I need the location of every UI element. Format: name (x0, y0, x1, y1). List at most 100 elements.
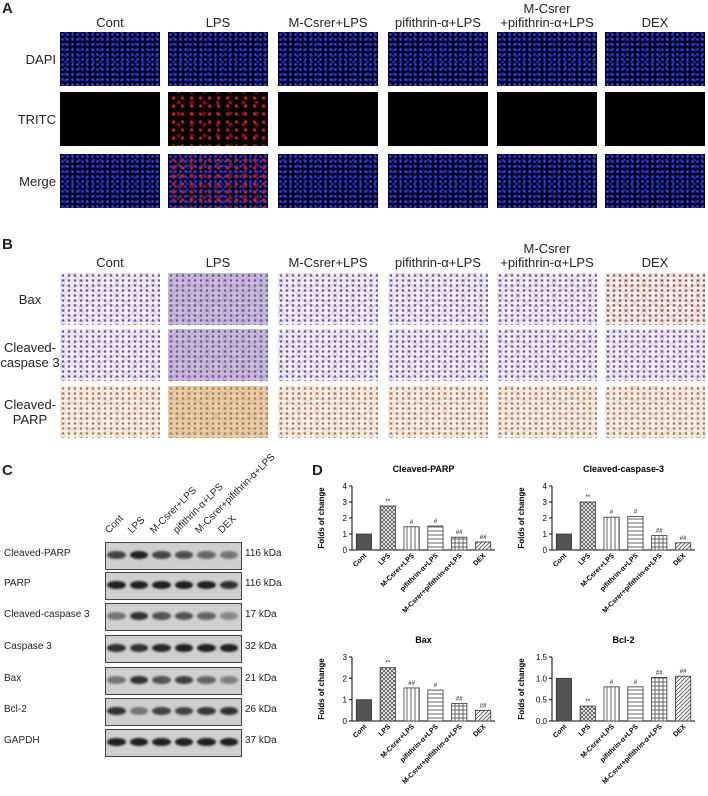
fluorescence-image (388, 154, 488, 208)
significance-mark: ** (385, 499, 390, 505)
blot-strip (105, 635, 242, 663)
blot-band (174, 644, 193, 652)
blot-band (129, 676, 148, 684)
blot-size: 32 kDa (245, 641, 277, 652)
blot-band (152, 581, 171, 589)
lane-label: LPS (125, 514, 147, 536)
x-tick-label: Cont (352, 723, 369, 740)
row-label: Cleaved- caspase 3 (0, 340, 60, 370)
blot-size: 116 kDa (245, 548, 282, 559)
blot-strip (105, 667, 242, 695)
fluorescence-image (605, 92, 705, 146)
row-label: DAPI (25, 51, 56, 67)
blot-size: 26 kDa (245, 704, 277, 715)
significance-mark: ## (680, 669, 687, 675)
histology-image (60, 273, 160, 325)
y-axis-label: Folds of change (517, 658, 526, 720)
histology-image (168, 386, 268, 438)
x-tick-label: DEX (672, 723, 687, 738)
bar (451, 536, 468, 551)
fluorescence-image (60, 92, 160, 146)
blot-band (129, 707, 148, 715)
x-tick-label: LPS (578, 723, 593, 738)
fluorescence-image (168, 154, 268, 208)
significance-mark: ## (680, 536, 687, 542)
panel-label: A (2, 0, 13, 17)
blot-strip (105, 603, 242, 631)
histology-image (605, 329, 705, 381)
panel-label: B (2, 236, 13, 253)
fluorescence-image (278, 32, 378, 86)
bar (427, 525, 444, 551)
blot-band (107, 676, 126, 684)
bar (627, 516, 644, 551)
significance-mark: ## (456, 697, 463, 703)
chart-title: Cleaved-PARP (393, 464, 455, 474)
column-header: LPS (205, 255, 231, 270)
blot-band (219, 707, 238, 715)
histology-image (388, 386, 488, 438)
x-tick-label: DEX (472, 723, 487, 738)
bar (403, 687, 420, 722)
y-tick-label: 3 (343, 653, 348, 662)
histology-image (278, 273, 378, 325)
x-tick-label: DEX (472, 552, 487, 567)
significance-mark: ## (480, 703, 487, 709)
blot-label: Cleaved-PARP (4, 548, 71, 559)
bar (355, 699, 372, 722)
blot-band (219, 612, 238, 620)
bar (603, 516, 620, 551)
bar (651, 535, 668, 551)
column-header: M-Csrer+LPS (288, 15, 368, 30)
fluorescence-image (168, 32, 268, 86)
blot-label: Cleaved-caspase 3 (4, 609, 90, 620)
x-tick-label: Cont (552, 552, 569, 569)
blot-band (174, 676, 193, 684)
blot-band (197, 738, 216, 746)
bar (475, 709, 492, 722)
fluorescence-image (60, 154, 160, 208)
histology-image (497, 273, 597, 325)
bar (427, 689, 444, 722)
blot-size: 116 kDa (245, 578, 282, 589)
blot-band (152, 551, 171, 559)
bar (675, 542, 692, 551)
row-label: Merge (19, 173, 56, 189)
y-tick-label: 1 (343, 696, 348, 705)
fluorescence-image (605, 32, 705, 86)
bar (555, 677, 572, 722)
histology-image (497, 386, 597, 438)
blot-band (219, 581, 238, 589)
y-tick-label: 2 (343, 674, 348, 683)
fluorescence-image (278, 92, 378, 146)
column-header: pifithrin-α+LPS (395, 15, 481, 30)
y-tick-label: 0 (543, 546, 548, 555)
blot-size: 17 kDa (245, 609, 277, 620)
chart-title: Bcl-2 (612, 635, 634, 645)
bar (379, 505, 396, 551)
bar (475, 541, 492, 551)
significance-mark: ** (585, 699, 590, 705)
blot-band (219, 738, 238, 746)
blot-band (197, 581, 216, 589)
bar (579, 705, 596, 722)
blot-band (107, 612, 126, 620)
blot-label: PARP (4, 578, 31, 589)
blot-band (152, 707, 171, 715)
blot-band (107, 738, 126, 746)
blot-band (174, 707, 193, 715)
significance-mark: # (434, 519, 438, 525)
significance-mark: # (610, 680, 614, 686)
histology-image (168, 329, 268, 381)
y-tick-label: 1.0 (536, 674, 548, 683)
blot-band (107, 551, 126, 559)
blot-band (107, 644, 126, 652)
y-tick-label: 0 (343, 717, 348, 726)
significance-mark: ## (456, 530, 463, 536)
column-header: DEX (641, 255, 669, 270)
fluorescence-image (60, 32, 160, 86)
column-header: LPS (205, 15, 231, 30)
blot-band (219, 551, 238, 559)
y-axis-label: Folds of change (317, 658, 326, 720)
y-tick-label: 4 (543, 482, 548, 491)
